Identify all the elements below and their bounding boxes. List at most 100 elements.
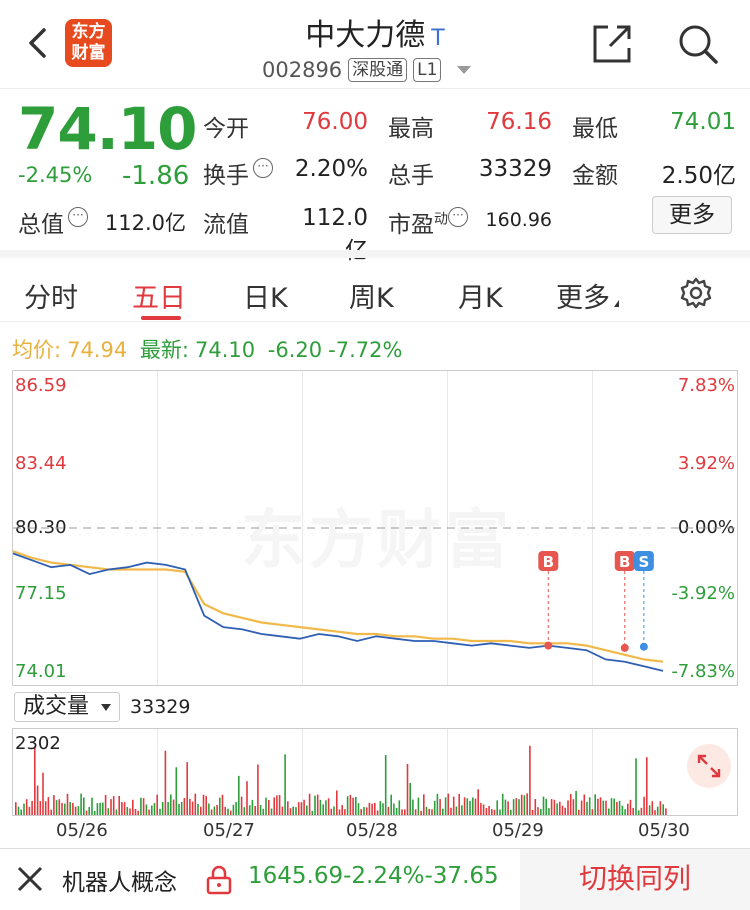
volume-bar <box>599 797 602 815</box>
volume-bar <box>167 802 169 815</box>
more-button[interactable]: 更多 <box>652 196 732 234</box>
volume-bar <box>442 808 444 815</box>
volume-bar <box>597 798 599 815</box>
indicator-selector[interactable]: 成交量 <box>14 692 121 722</box>
volume-bar <box>246 781 248 815</box>
volume-bar <box>578 809 580 815</box>
pe-label[interactable]: 市盈动 ··· <box>388 205 468 239</box>
back-arrow-icon[interactable] <box>22 26 56 60</box>
volume-value: 33329 <box>478 156 552 182</box>
volume-bar <box>17 806 20 815</box>
volume-bar <box>15 802 17 815</box>
turnover-label[interactable]: 换手 ··· <box>203 156 273 190</box>
info-icon[interactable]: ··· <box>253 158 273 178</box>
app-logo: 东方 财富 <box>65 19 112 67</box>
volume-bar <box>472 797 474 815</box>
volume-bar <box>110 799 112 815</box>
volume-header: 成交量 33329 <box>14 690 190 724</box>
volume-bar <box>330 808 333 815</box>
volume-bar <box>436 793 439 815</box>
volume-bar <box>404 809 406 815</box>
volume-bar <box>189 798 191 815</box>
switch-peer-button[interactable]: 切换同列 <box>520 849 750 910</box>
volume-bar <box>553 799 556 815</box>
volume-bar <box>300 802 303 815</box>
tab-daily-k[interactable]: 日K <box>243 283 288 314</box>
volume-bar <box>401 809 403 815</box>
volume-bar <box>618 800 621 815</box>
volume-bar <box>482 804 485 815</box>
volume-bar <box>183 798 186 815</box>
volume-bar <box>257 764 259 815</box>
tab-monthly-k[interactable]: 月K <box>458 283 503 314</box>
volume-bar <box>259 805 262 815</box>
volume-bar <box>262 808 265 815</box>
volume-bar <box>72 802 74 815</box>
volume-bar <box>58 799 61 815</box>
volume-bar <box>591 809 594 815</box>
gear-icon[interactable] <box>679 276 713 310</box>
volume-bar <box>194 793 197 815</box>
volume-bar <box>265 797 267 815</box>
tab-five-day[interactable]: 五日 <box>132 283 186 314</box>
expand-icon[interactable] <box>687 744 731 788</box>
volume-bar <box>336 790 338 815</box>
volume-bar <box>507 801 509 815</box>
volume-bar <box>197 804 199 815</box>
volume-bar <box>121 802 123 815</box>
volume-bar <box>384 755 387 815</box>
volume-bar <box>34 746 36 815</box>
volume-bar <box>395 807 398 815</box>
volume-bar <box>142 798 145 815</box>
date-label: 05/30 <box>638 820 690 841</box>
y-left-tick: 77.15 <box>15 583 67 604</box>
volume-label: 总手 <box>388 163 434 189</box>
volume-chart[interactable]: 2302 <box>12 728 738 816</box>
stock-subline[interactable]: 002896 深股通 L1 <box>262 56 472 84</box>
volume-bar <box>414 809 417 815</box>
search-icon[interactable] <box>676 22 720 66</box>
volume-bar <box>588 797 591 815</box>
volume-bar <box>632 807 634 815</box>
volume-bar <box>580 800 583 815</box>
active-tab-underline <box>141 316 181 320</box>
dropdown-caret-icon[interactable] <box>457 66 472 74</box>
volume-bar <box>180 802 183 815</box>
volume-bar <box>55 800 58 815</box>
volume-bar <box>485 808 488 815</box>
volume-bar <box>665 808 667 815</box>
volume-bar <box>115 809 118 815</box>
volume-bar <box>374 802 376 815</box>
volume-bar <box>646 757 648 815</box>
tab-weekly-k[interactable]: 周K <box>349 283 394 314</box>
level-tag: L1 <box>413 58 442 82</box>
tab-intraday[interactable]: 分时 <box>24 283 78 314</box>
volume-bar <box>510 809 512 815</box>
y-left-tick: 80.30 <box>15 517 67 538</box>
info-icon[interactable]: ··· <box>448 207 468 227</box>
volume-bar <box>444 797 447 815</box>
volume-bar <box>153 803 156 815</box>
svg-text:S: S <box>638 553 649 571</box>
concept-name[interactable]: 机器人概念 <box>62 870 177 896</box>
volume-bar <box>523 795 526 815</box>
latest-pct: -7.72% <box>328 338 403 362</box>
volume-bar <box>311 810 314 815</box>
volume-bar <box>39 801 42 815</box>
volume-bar <box>243 807 246 815</box>
close-icon[interactable] <box>16 865 44 893</box>
volume-bar <box>463 797 466 815</box>
volume-bar <box>439 799 441 815</box>
share-icon[interactable] <box>590 22 634 66</box>
volume-bar <box>333 806 335 815</box>
volume-bar <box>643 796 645 815</box>
svg-text:B: B <box>543 553 554 571</box>
info-icon[interactable]: ··· <box>68 207 88 227</box>
tab-more[interactable]: 更多 <box>556 276 619 315</box>
y-left-tick: 83.44 <box>15 453 67 474</box>
volume-bar <box>363 807 365 815</box>
mktcap-label[interactable]: 总值 ··· <box>18 205 88 239</box>
volume-bar <box>91 797 93 815</box>
volume-bar <box>360 809 362 815</box>
